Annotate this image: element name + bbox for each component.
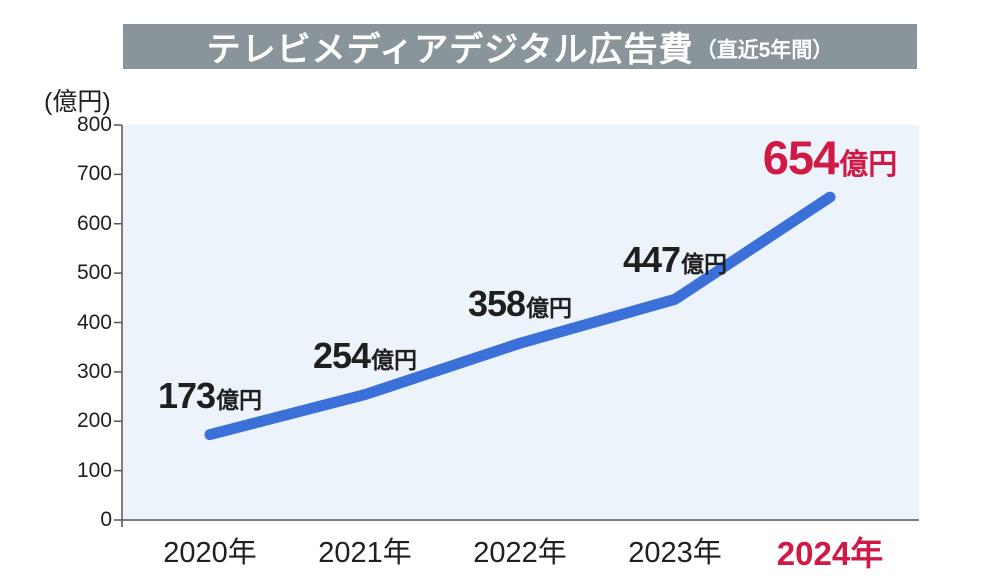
value-label-number: 254	[312, 334, 371, 376]
value-label-number: 654	[762, 131, 839, 185]
y-tick-label: 400	[76, 310, 112, 334]
y-tick-label: 100	[76, 458, 112, 482]
x-tick-label: 2024年	[776, 535, 884, 572]
chart-title: テレビメディアデジタル広告費	[206, 31, 694, 69]
value-label: 358億円	[468, 283, 572, 325]
x-tick-label: 2023年	[628, 537, 722, 569]
value-label: 254億円	[313, 335, 417, 377]
value-label-unit: 億円	[681, 251, 728, 278]
trend-line	[204, 191, 836, 441]
value-label: 447億円	[623, 239, 727, 281]
value-label-unit: 億円	[371, 346, 418, 373]
value-label-unit: 億円	[216, 386, 263, 413]
y-tick-label: 200	[76, 409, 112, 433]
y-tick-label: 300	[76, 359, 112, 383]
plot-area	[122, 125, 919, 520]
y-tick-label: 700	[76, 162, 112, 186]
value-label-number: 173	[157, 374, 216, 416]
value-label: 173億円	[158, 375, 262, 417]
value-label-number: 358	[467, 283, 526, 325]
chart-title-period: （直近5年間）	[695, 38, 834, 62]
y-tick-label: 600	[76, 211, 112, 235]
y-tick-label: 500	[76, 261, 112, 285]
y-axis-unit-label: (億円)	[44, 88, 111, 116]
value-label-number: 447	[622, 239, 681, 281]
x-tick-label: 2020年	[163, 537, 257, 569]
value-label-unit: 億円	[526, 295, 573, 322]
value-label-unit: 億円	[839, 149, 898, 182]
x-tick-label: 2022年	[473, 537, 567, 569]
x-tick-label: 2021年	[318, 537, 412, 569]
y-tick-label: 800	[76, 113, 112, 136]
y-tick-label: 0	[100, 508, 112, 531]
value-label: 654億円	[763, 130, 897, 185]
chart-title-bar: テレビメディアデジタル広告費 （直近5年間）	[123, 24, 917, 69]
